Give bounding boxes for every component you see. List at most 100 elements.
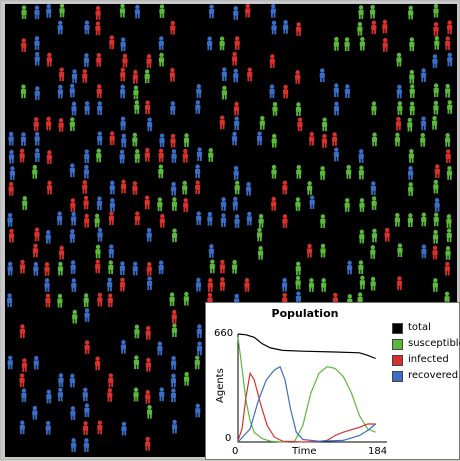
agent-person-icon (221, 197, 227, 211)
agent-person-icon (46, 52, 52, 67)
agent-person-icon (22, 196, 28, 210)
plot-area (237, 333, 387, 443)
agent-person-icon (119, 277, 126, 292)
agent-person-icon (158, 164, 164, 179)
agent-person-icon (346, 165, 352, 179)
agent-person-icon (219, 277, 226, 291)
agent-person-icon (46, 389, 52, 404)
agent-person-icon (196, 211, 202, 226)
agent-person-icon (195, 164, 201, 179)
agent-person-icon (44, 278, 50, 292)
agent-person-icon (133, 387, 139, 402)
agent-person-icon (109, 131, 115, 146)
agent-person-icon (96, 52, 102, 67)
agent-person-icon (147, 117, 153, 132)
agent-person-icon (196, 324, 202, 339)
agent-person-icon (34, 148, 40, 162)
legend-label-infected: infected (408, 354, 449, 365)
agent-person-icon (71, 69, 78, 83)
agent-person-icon (258, 213, 264, 228)
agent-person-icon (445, 133, 451, 147)
agent-person-icon (132, 261, 138, 276)
agent-person-icon (32, 164, 38, 179)
agent-person-icon (282, 214, 288, 228)
agent-person-icon (207, 36, 213, 51)
agent-person-icon (208, 4, 215, 19)
agent-person-icon (394, 212, 400, 227)
agent-person-icon (21, 5, 27, 20)
agent-person-icon (370, 276, 376, 291)
agent-person-icon (19, 259, 26, 274)
agent-person-icon (158, 36, 164, 50)
agent-person-icon (259, 115, 265, 130)
agent-person-icon (233, 166, 239, 180)
agent-person-icon (69, 373, 75, 388)
agent-person-icon (71, 211, 77, 226)
agent-person-icon (234, 180, 240, 195)
agent-person-icon (233, 6, 239, 20)
plot-title: Population (271, 307, 339, 320)
agent-person-icon (270, 4, 276, 18)
agent-person-icon (19, 373, 25, 388)
agent-person-icon (134, 324, 140, 339)
agent-person-icon (295, 261, 301, 276)
agent-person-icon (20, 84, 27, 99)
agent-person-icon (396, 276, 403, 290)
agent-person-icon (170, 20, 176, 35)
agent-person-icon (82, 421, 89, 435)
agent-person-icon (408, 182, 414, 196)
agent-person-icon (170, 373, 177, 388)
agent-person-icon (232, 51, 238, 66)
agent-person-icon (359, 275, 365, 290)
agent-person-icon (121, 421, 127, 436)
agent-person-icon (159, 213, 165, 228)
agent-person-icon (283, 84, 289, 99)
agent-person-icon (84, 403, 90, 418)
agent-person-icon (344, 84, 351, 98)
agent-person-icon (195, 180, 201, 195)
series-line-recovered (237, 365, 377, 443)
agent-person-icon (70, 198, 76, 212)
agent-person-icon (371, 228, 378, 243)
agent-person-icon (96, 196, 103, 211)
agent-person-icon (69, 117, 75, 131)
agent-person-icon (432, 54, 438, 68)
agent-person-icon (107, 293, 113, 308)
agent-person-icon (382, 19, 388, 34)
agent-person-icon (421, 68, 427, 82)
agent-person-icon (32, 405, 38, 420)
agent-person-icon (170, 133, 176, 148)
agent-person-icon (271, 164, 277, 179)
agent-person-icon (121, 133, 127, 148)
agent-person-icon (182, 180, 188, 195)
agent-person-icon (95, 244, 101, 259)
agent-person-icon (431, 115, 438, 130)
agent-person-icon (408, 149, 414, 163)
agent-person-icon (195, 100, 201, 114)
agent-person-icon (433, 212, 439, 227)
agent-person-icon (221, 67, 227, 82)
legend-swatch-total (392, 323, 403, 334)
agent-person-icon (195, 277, 202, 292)
agent-person-icon (84, 213, 90, 228)
agent-person-icon (371, 20, 377, 35)
agent-person-icon (33, 355, 39, 370)
agent-person-icon (146, 54, 152, 68)
agent-person-icon (158, 260, 164, 275)
population-plot[interactable]: Population 660 0 Agents 0 Time 184 total… (205, 302, 460, 460)
agent-person-icon (34, 227, 40, 242)
agent-person-icon (370, 245, 376, 259)
agent-person-icon (421, 212, 427, 227)
agent-person-icon (219, 115, 225, 130)
agent-person-icon (132, 69, 138, 84)
agent-person-icon (347, 260, 353, 275)
agent-person-icon (309, 195, 315, 210)
agent-person-icon (447, 52, 453, 67)
agent-person-icon (8, 131, 14, 146)
agent-person-icon (95, 21, 101, 36)
agent-person-icon (447, 20, 453, 35)
agent-person-icon (295, 102, 302, 116)
agent-person-icon (184, 371, 190, 386)
agent-person-icon (58, 118, 64, 132)
agent-person-icon (108, 260, 114, 275)
